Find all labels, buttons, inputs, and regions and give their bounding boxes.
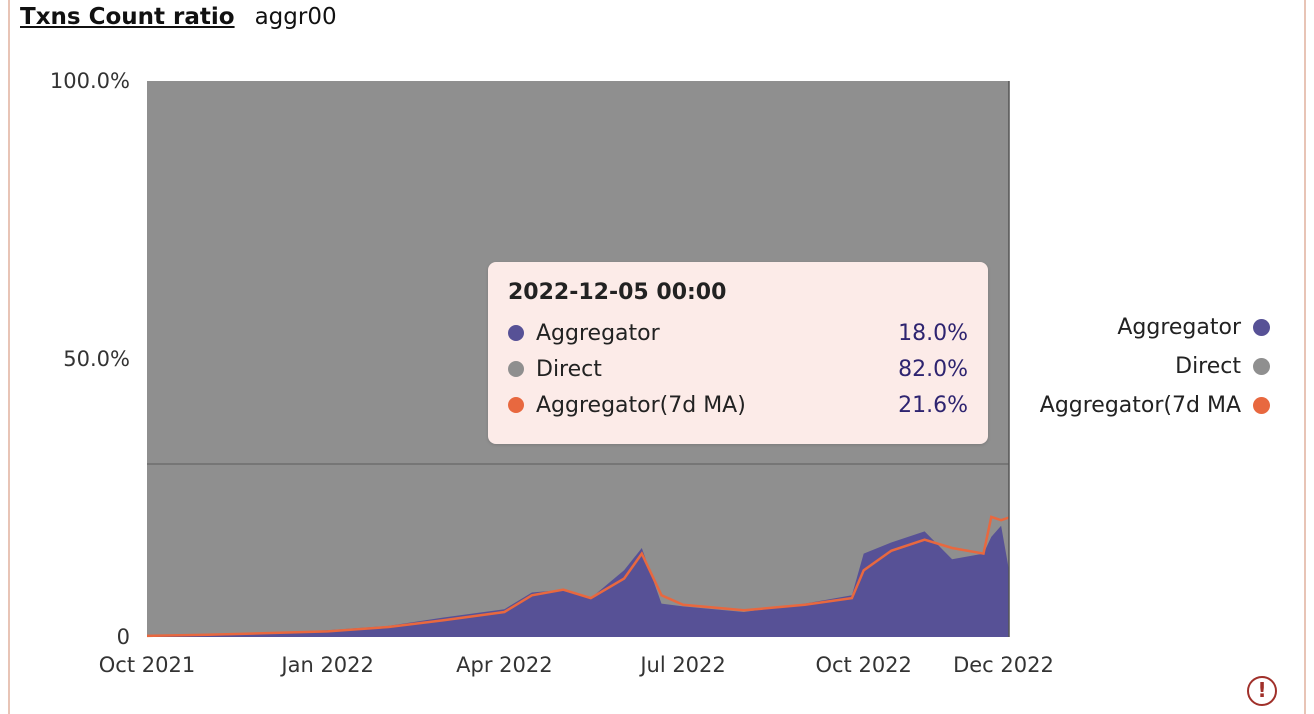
- y-tick-label: 0: [117, 625, 130, 649]
- tooltip-row-direct: Direct 82.0%: [508, 351, 968, 387]
- chart-title-link[interactable]: Txns Count ratio: [20, 4, 235, 30]
- legend-item-ma[interactable]: Aggregator(7d MA: [1040, 386, 1270, 425]
- legend-item-direct[interactable]: Direct: [1040, 347, 1270, 386]
- y-tick-label: 50.0%: [63, 347, 130, 371]
- tooltip-series-value: 82.0%: [898, 356, 968, 382]
- chart-tooltip: 2022-12-05 00:00 Aggregator 18.0% Direct…: [488, 262, 988, 444]
- x-tick-label: Dec 2022: [953, 653, 1054, 677]
- y-tick-label: 100.0%: [50, 69, 130, 93]
- header: Txns Count ratio aggr00: [20, 4, 337, 34]
- chart-subtitle: aggr00: [254, 4, 337, 30]
- x-tick-label: Oct 2022: [815, 653, 911, 677]
- tooltip-series-name: Aggregator(7d MA): [536, 392, 746, 418]
- aggregator-area: [147, 525, 1009, 637]
- legend-item-aggregator[interactable]: Aggregator: [1040, 308, 1270, 347]
- tooltip-row-aggregator: Aggregator 18.0%: [508, 315, 968, 351]
- x-tick-label: Jan 2022: [279, 653, 374, 677]
- legend-label: Direct: [1175, 354, 1241, 379]
- tooltip-date: 2022-12-05 00:00: [508, 280, 727, 305]
- tooltip-series-value: 21.6%: [898, 392, 968, 418]
- legend-label: Aggregator: [1117, 315, 1241, 340]
- ma-dot-icon: [508, 397, 524, 413]
- tooltip-series-value: 18.0%: [898, 320, 968, 346]
- legend-dot-icon: [1253, 319, 1270, 336]
- chart-legend: Aggregator Direct Aggregator(7d MA: [1040, 308, 1270, 425]
- legend-dot-icon: [1253, 358, 1270, 375]
- tooltip-series-name: Aggregator: [536, 320, 660, 346]
- x-tick-label: Oct 2021: [99, 653, 195, 677]
- tooltip-row-ma: Aggregator(7d MA) 21.6%: [508, 387, 968, 423]
- aggregator-ma-line: [146, 515, 1010, 638]
- legend-dot-icon: [1253, 397, 1270, 414]
- aggregator-dot-icon: [508, 325, 524, 341]
- tooltip-series-name: Direct: [536, 356, 602, 382]
- exclamation-circle-icon[interactable]: !: [1247, 676, 1277, 706]
- direct-dot-icon: [508, 361, 524, 377]
- legend-label: Aggregator(7d MA: [1039, 393, 1241, 418]
- x-tick-label: Jul 2022: [638, 653, 725, 677]
- x-tick-label: Apr 2022: [456, 653, 552, 677]
- chart-card: [8, 0, 1306, 714]
